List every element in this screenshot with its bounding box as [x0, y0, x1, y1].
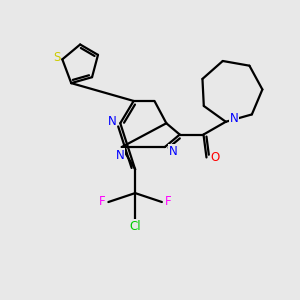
Text: Cl: Cl: [129, 220, 141, 233]
Text: N: N: [116, 149, 125, 162]
Text: N: N: [108, 115, 116, 128]
Text: N: N: [169, 145, 178, 158]
Text: F: F: [165, 195, 172, 208]
Text: S: S: [53, 51, 61, 64]
Text: O: O: [210, 151, 219, 164]
Text: N: N: [230, 112, 239, 125]
Text: F: F: [98, 195, 105, 208]
